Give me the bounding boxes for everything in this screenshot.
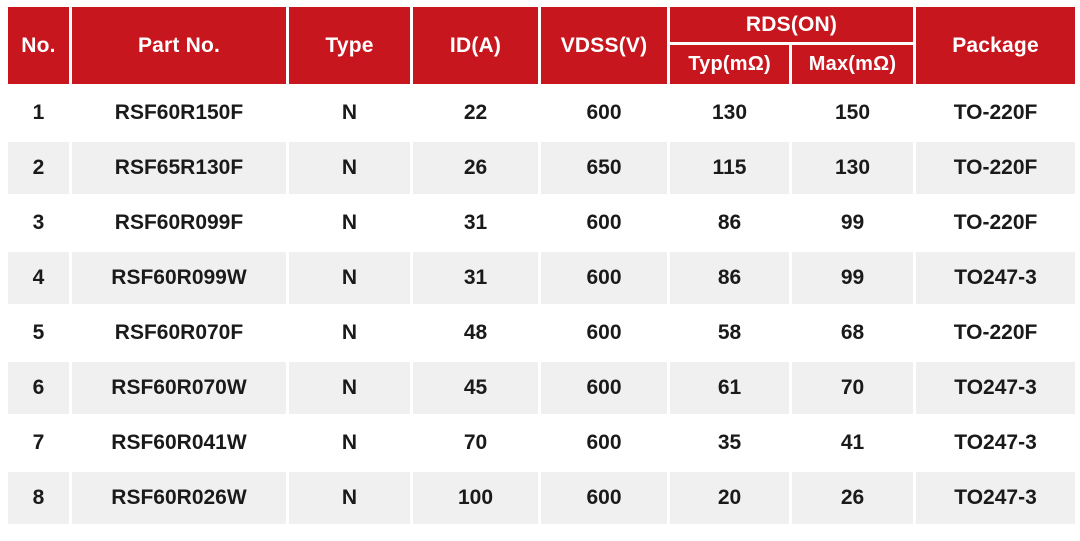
col-header-type: Type <box>286 4 413 87</box>
cell-rds-max: 150 <box>788 84 917 142</box>
col-header-part-no: Part No. <box>69 4 289 87</box>
cell-type: N <box>286 304 413 362</box>
cell-id: 45 <box>410 359 541 417</box>
cell-rds-max: 41 <box>788 414 917 472</box>
col-header-rds-typ: Typ(mΩ) <box>667 42 792 87</box>
col-header-id: ID(A) <box>410 4 541 87</box>
cell-part-no: RSF60R070W <box>69 359 289 417</box>
cell-no: 6 <box>5 359 72 417</box>
table-row: 6 RSF60R070W N 45 600 61 70 TO247-3 <box>5 359 1079 417</box>
cell-rds-max: 26 <box>788 469 917 527</box>
cell-vdss: 650 <box>538 139 670 197</box>
table-row: 5 RSF60R070F N 48 600 58 68 TO-220F <box>5 304 1079 362</box>
table-row: 8 RSF60R026W N 100 600 20 26 TO247-3 <box>5 469 1079 527</box>
cell-part-no: RSF60R041W <box>69 414 289 472</box>
cell-id: 100 <box>410 469 541 527</box>
cell-rds-typ: 35 <box>667 414 792 472</box>
cell-id: 31 <box>410 249 541 307</box>
table-row: 3 RSF60R099F N 31 600 86 99 TO-220F <box>5 194 1079 252</box>
cell-id: 26 <box>410 139 541 197</box>
cell-rds-typ: 61 <box>667 359 792 417</box>
col-header-no: No. <box>5 4 72 87</box>
cell-id: 22 <box>410 84 541 142</box>
cell-no: 3 <box>5 194 72 252</box>
cell-vdss: 600 <box>538 84 670 142</box>
cell-rds-typ: 86 <box>667 249 792 307</box>
cell-rds-max: 99 <box>788 249 917 307</box>
cell-vdss: 600 <box>538 304 670 362</box>
cell-id: 48 <box>410 304 541 362</box>
cell-part-no: RSF60R099F <box>69 194 289 252</box>
table-row: 4 RSF60R099W N 31 600 86 99 TO247-3 <box>5 249 1079 307</box>
cell-no: 4 <box>5 249 72 307</box>
cell-package: TO-220F <box>913 304 1079 362</box>
cell-rds-typ: 86 <box>667 194 792 252</box>
col-header-vdss: VDSS(V) <box>538 4 670 87</box>
cell-package: TO247-3 <box>913 359 1079 417</box>
cell-vdss: 600 <box>538 414 670 472</box>
cell-part-no: RSF60R099W <box>69 249 289 307</box>
cell-rds-max: 70 <box>788 359 917 417</box>
cell-type: N <box>286 469 413 527</box>
col-header-package: Package <box>913 4 1079 87</box>
cell-no: 2 <box>5 139 72 197</box>
cell-package: TO247-3 <box>913 249 1079 307</box>
cell-vdss: 600 <box>538 249 670 307</box>
table-row: 1 RSF60R150F N 22 600 130 150 TO-220F <box>5 84 1079 142</box>
cell-part-no: RSF60R026W <box>69 469 289 527</box>
table-body: 1 RSF60R150F N 22 600 130 150 TO-220F 2 … <box>5 84 1079 527</box>
cell-type: N <box>286 249 413 307</box>
cell-no: 8 <box>5 469 72 527</box>
cell-rds-typ: 130 <box>667 84 792 142</box>
cell-rds-max: 68 <box>788 304 917 362</box>
cell-type: N <box>286 414 413 472</box>
cell-rds-typ: 115 <box>667 139 792 197</box>
table-header: No. Part No. Type ID(A) VDSS(V) RDS(ON) … <box>5 4 1079 87</box>
cell-type: N <box>286 359 413 417</box>
cell-package: TO247-3 <box>913 414 1079 472</box>
header-row-main: No. Part No. Type ID(A) VDSS(V) RDS(ON) … <box>5 4 1079 87</box>
cell-no: 7 <box>5 414 72 472</box>
cell-package: TO-220F <box>913 139 1079 197</box>
cell-rds-max: 130 <box>788 139 917 197</box>
cell-part-no: RSF60R070F <box>69 304 289 362</box>
cell-type: N <box>286 84 413 142</box>
cell-vdss: 600 <box>538 469 670 527</box>
cell-id: 31 <box>410 194 541 252</box>
cell-rds-max: 99 <box>788 194 917 252</box>
cell-package: TO-220F <box>913 194 1079 252</box>
cell-package: TO247-3 <box>913 469 1079 527</box>
table-row: 7 RSF60R041W N 70 600 35 41 TO247-3 <box>5 414 1079 472</box>
col-header-rds-on: RDS(ON) <box>666 4 917 45</box>
cell-vdss: 600 <box>538 359 670 417</box>
cell-part-no: RSF65R130F <box>69 139 289 197</box>
cell-rds-typ: 58 <box>667 304 792 362</box>
cell-no: 1 <box>5 84 72 142</box>
cell-rds-typ: 20 <box>667 469 792 527</box>
cell-type: N <box>286 139 413 197</box>
header-row-sub: Typ(mΩ) Max(mΩ) <box>7 42 1077 87</box>
mosfet-spec-table: No. Part No. Type ID(A) VDSS(V) RDS(ON) … <box>5 4 1079 527</box>
table-row: 2 RSF65R130F N 26 650 115 130 TO-220F <box>5 139 1079 197</box>
cell-part-no: RSF60R150F <box>69 84 289 142</box>
col-header-rds-max: Max(mΩ) <box>788 42 917 87</box>
cell-package: TO-220F <box>913 84 1079 142</box>
cell-id: 70 <box>410 414 541 472</box>
cell-type: N <box>286 194 413 252</box>
cell-vdss: 600 <box>538 194 670 252</box>
cell-no: 5 <box>5 304 72 362</box>
